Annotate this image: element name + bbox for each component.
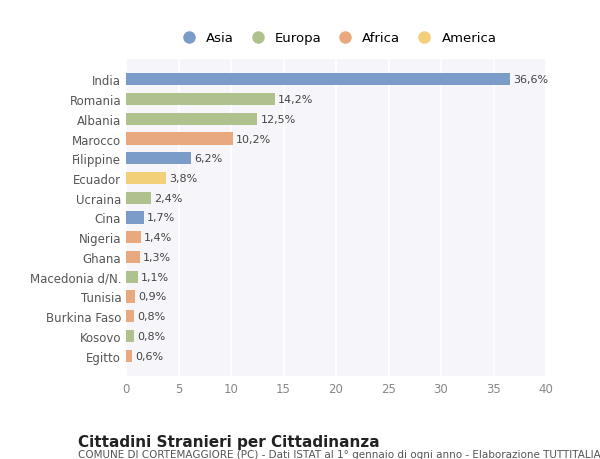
Text: 0,8%: 0,8% [137, 331, 166, 341]
Bar [126, 232, 140, 244]
Text: 1,7%: 1,7% [147, 213, 175, 223]
Bar [126, 113, 257, 126]
Bar [126, 192, 151, 204]
Bar [126, 271, 137, 283]
Bar [126, 133, 233, 146]
Text: 1,1%: 1,1% [140, 272, 169, 282]
Text: 0,8%: 0,8% [137, 312, 166, 321]
Bar [126, 94, 275, 106]
Text: Cittadini Stranieri per Cittadinanza: Cittadini Stranieri per Cittadinanza [78, 434, 380, 449]
Bar [126, 74, 510, 86]
Text: 1,3%: 1,3% [143, 252, 171, 263]
Text: 10,2%: 10,2% [236, 134, 271, 144]
Text: 0,6%: 0,6% [136, 351, 164, 361]
Text: 1,4%: 1,4% [144, 233, 172, 243]
Bar [126, 310, 134, 323]
Bar [126, 350, 133, 362]
Text: 12,5%: 12,5% [260, 115, 296, 124]
Text: COMUNE DI CORTEMAGGIORE (PC) - Dati ISTAT al 1° gennaio di ogni anno - Elaborazi: COMUNE DI CORTEMAGGIORE (PC) - Dati ISTA… [78, 449, 600, 459]
Text: 14,2%: 14,2% [278, 95, 314, 105]
Text: 36,6%: 36,6% [514, 75, 548, 85]
Bar [126, 330, 134, 342]
Bar [126, 212, 144, 224]
Text: 6,2%: 6,2% [194, 154, 223, 164]
Text: 2,4%: 2,4% [154, 193, 183, 203]
Legend: Asia, Europa, Africa, America: Asia, Europa, Africa, America [172, 28, 500, 49]
Bar [126, 291, 136, 303]
Bar [126, 173, 166, 185]
Text: 0,9%: 0,9% [139, 292, 167, 302]
Bar [126, 153, 191, 165]
Text: 3,8%: 3,8% [169, 174, 197, 184]
Bar [126, 252, 140, 263]
